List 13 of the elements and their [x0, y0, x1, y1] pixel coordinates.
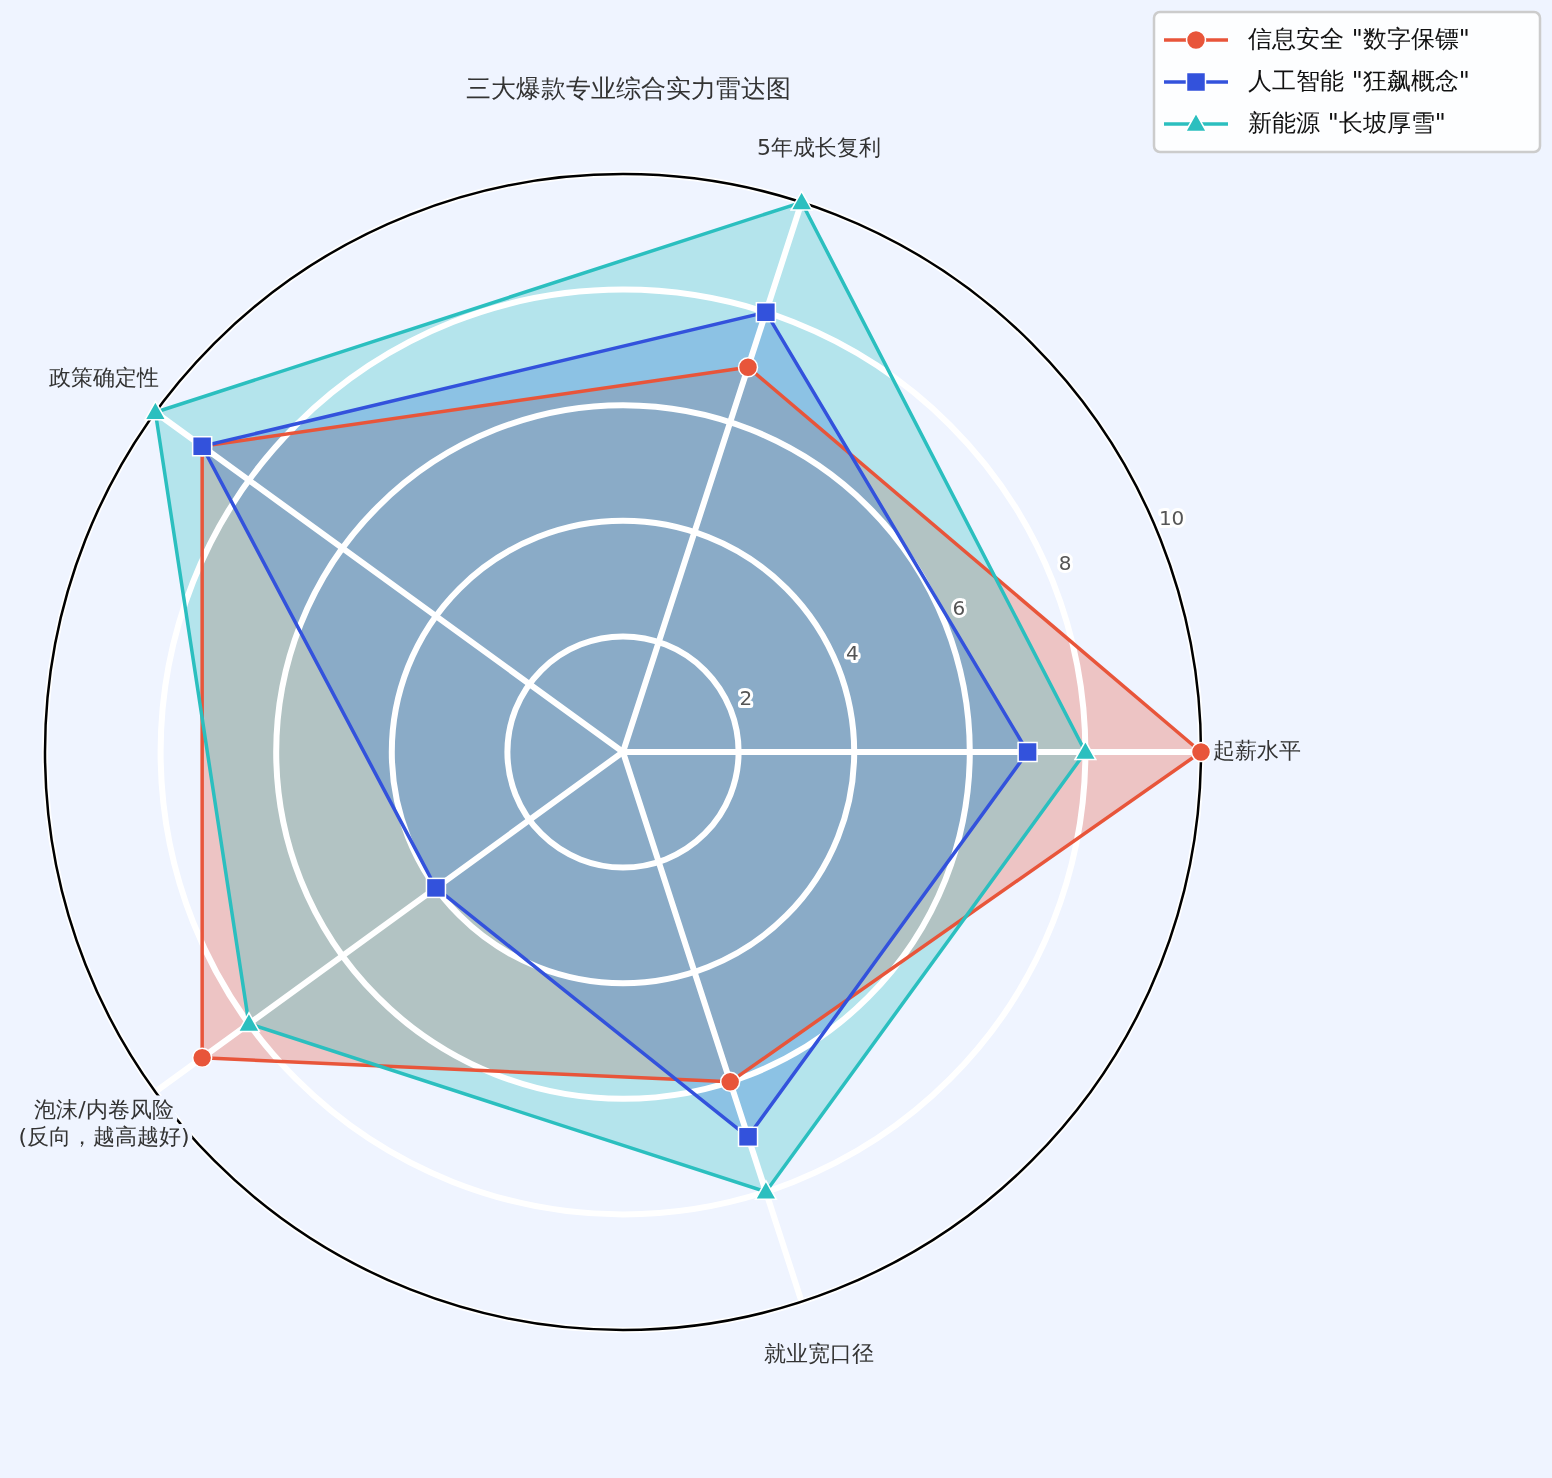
y-tick-label: 10 — [1158, 505, 1185, 530]
y-tick-label: 8 — [1058, 550, 1072, 575]
y-tick-label: 4 — [846, 641, 859, 666]
text: 三大爆款专业综合实力雷达图 — [465, 74, 791, 103]
y-tick-label: 2 — [739, 686, 753, 711]
legend-label: 人工智能 "狂飙概念" — [1248, 67, 1470, 95]
legend-label: 新能源 "长坡厚雪" — [1248, 109, 1446, 137]
spoke-label: 就业宽口径 — [763, 1340, 874, 1366]
spoke-label: 5年成长复利 — [756, 135, 881, 161]
y-tick-label: 6 — [952, 595, 966, 620]
spoke-label: 政策确定性 — [49, 365, 160, 391]
spoke-label: 起薪水平 — [1213, 738, 1301, 763]
legend-label: 信息安全 "数字保镖" — [1248, 25, 1470, 53]
